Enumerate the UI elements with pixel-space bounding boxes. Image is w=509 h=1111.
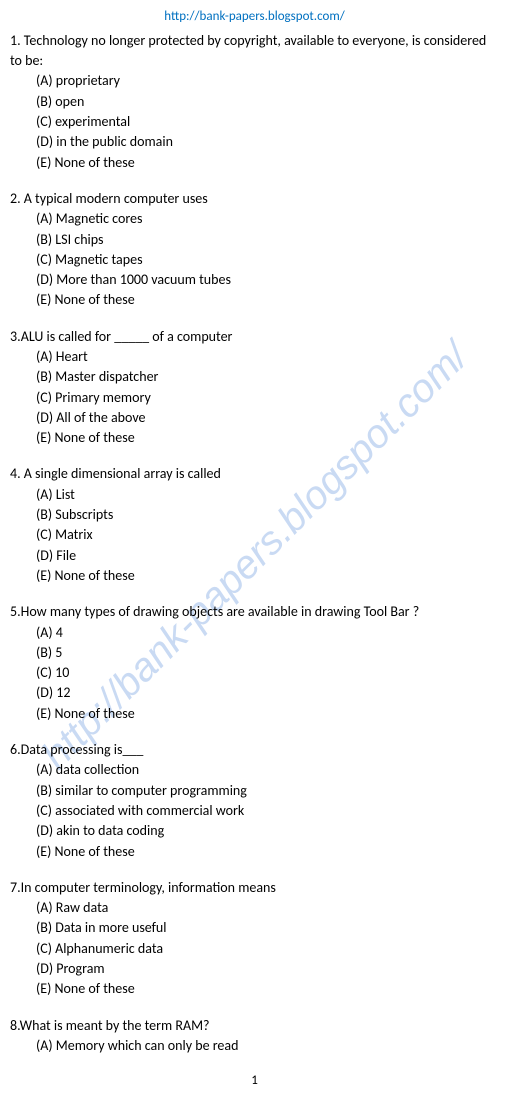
question-text: 5.How many types of drawing objects are … — [10, 602, 499, 622]
option: (B) open — [10, 92, 499, 112]
question-block: 3.ALU is called for _____ of a computer(… — [10, 327, 499, 449]
option: (A) Raw data — [10, 898, 499, 918]
question-text: 1. Technology no longer protected by cop… — [10, 31, 499, 72]
header-url: http://bank-papers.blogspot.com/ — [10, 8, 499, 27]
question-text: 3.ALU is called for _____ of a computer — [10, 327, 499, 347]
question-text: 6.Data processing is___ — [10, 740, 499, 760]
option: (E) None of these — [10, 153, 499, 173]
option: (D) in the public domain — [10, 132, 499, 152]
option: (B) 5 — [10, 643, 499, 663]
question-block: 8.What is meant by the term RAM?(A) Memo… — [10, 1016, 499, 1057]
option: (B) LSI chips — [10, 230, 499, 250]
option: (A) data collection — [10, 760, 499, 780]
question-block: 4. A single dimensional array is called(… — [10, 464, 499, 586]
page-number: 1 — [10, 1072, 499, 1091]
question-text: 7.In computer terminology, information m… — [10, 878, 499, 898]
option: (C) experimental — [10, 112, 499, 132]
option: (B) Subscripts — [10, 505, 499, 525]
option: (A) 4 — [10, 623, 499, 643]
option: (E) None of these — [10, 704, 499, 724]
option: (A) List — [10, 485, 499, 505]
option: (C) Primary memory — [10, 388, 499, 408]
page-content: http://bank-papers.blogspot.com/ 1. Tech… — [10, 8, 499, 1091]
option: (A) Heart — [10, 347, 499, 367]
question-block: 7.In computer terminology, information m… — [10, 878, 499, 1000]
option: (E) None of these — [10, 566, 499, 586]
option: (B) Master dispatcher — [10, 367, 499, 387]
option: (A) Memory which can only be read — [10, 1036, 499, 1056]
option: (D) Program — [10, 959, 499, 979]
option: (D) File — [10, 546, 499, 566]
option: (C) 10 — [10, 663, 499, 683]
option: (C) associated with commercial work — [10, 801, 499, 821]
question-block: 1. Technology no longer protected by cop… — [10, 31, 499, 173]
question-block: 5.How many types of drawing objects are … — [10, 602, 499, 724]
option: (A) Magnetic cores — [10, 209, 499, 229]
option: (E) None of these — [10, 979, 499, 999]
option: (E) None of these — [10, 290, 499, 310]
option: (C) Magnetic tapes — [10, 250, 499, 270]
option: (B) Data in more useful — [10, 918, 499, 938]
question-text: 4. A single dimensional array is called — [10, 464, 499, 484]
option: (D) All of the above — [10, 408, 499, 428]
option: (D) More than 1000 vacuum tubes — [10, 270, 499, 290]
question-text: 8.What is meant by the term RAM? — [10, 1016, 499, 1036]
option: (C) Matrix — [10, 525, 499, 545]
option: (D) akin to data coding — [10, 821, 499, 841]
option: (D) 12 — [10, 683, 499, 703]
option: (B) similar to computer programming — [10, 781, 499, 801]
questions-container: 1. Technology no longer protected by cop… — [10, 31, 499, 1056]
question-text: 2. A typical modern computer uses — [10, 189, 499, 209]
option: (A) proprietary — [10, 71, 499, 91]
question-block: 6.Data processing is___(A) data collecti… — [10, 740, 499, 862]
question-block: 2. A typical modern computer uses(A) Mag… — [10, 189, 499, 311]
option: (C) Alphanumeric data — [10, 939, 499, 959]
option: (E) None of these — [10, 428, 499, 448]
option: (E) None of these — [10, 842, 499, 862]
